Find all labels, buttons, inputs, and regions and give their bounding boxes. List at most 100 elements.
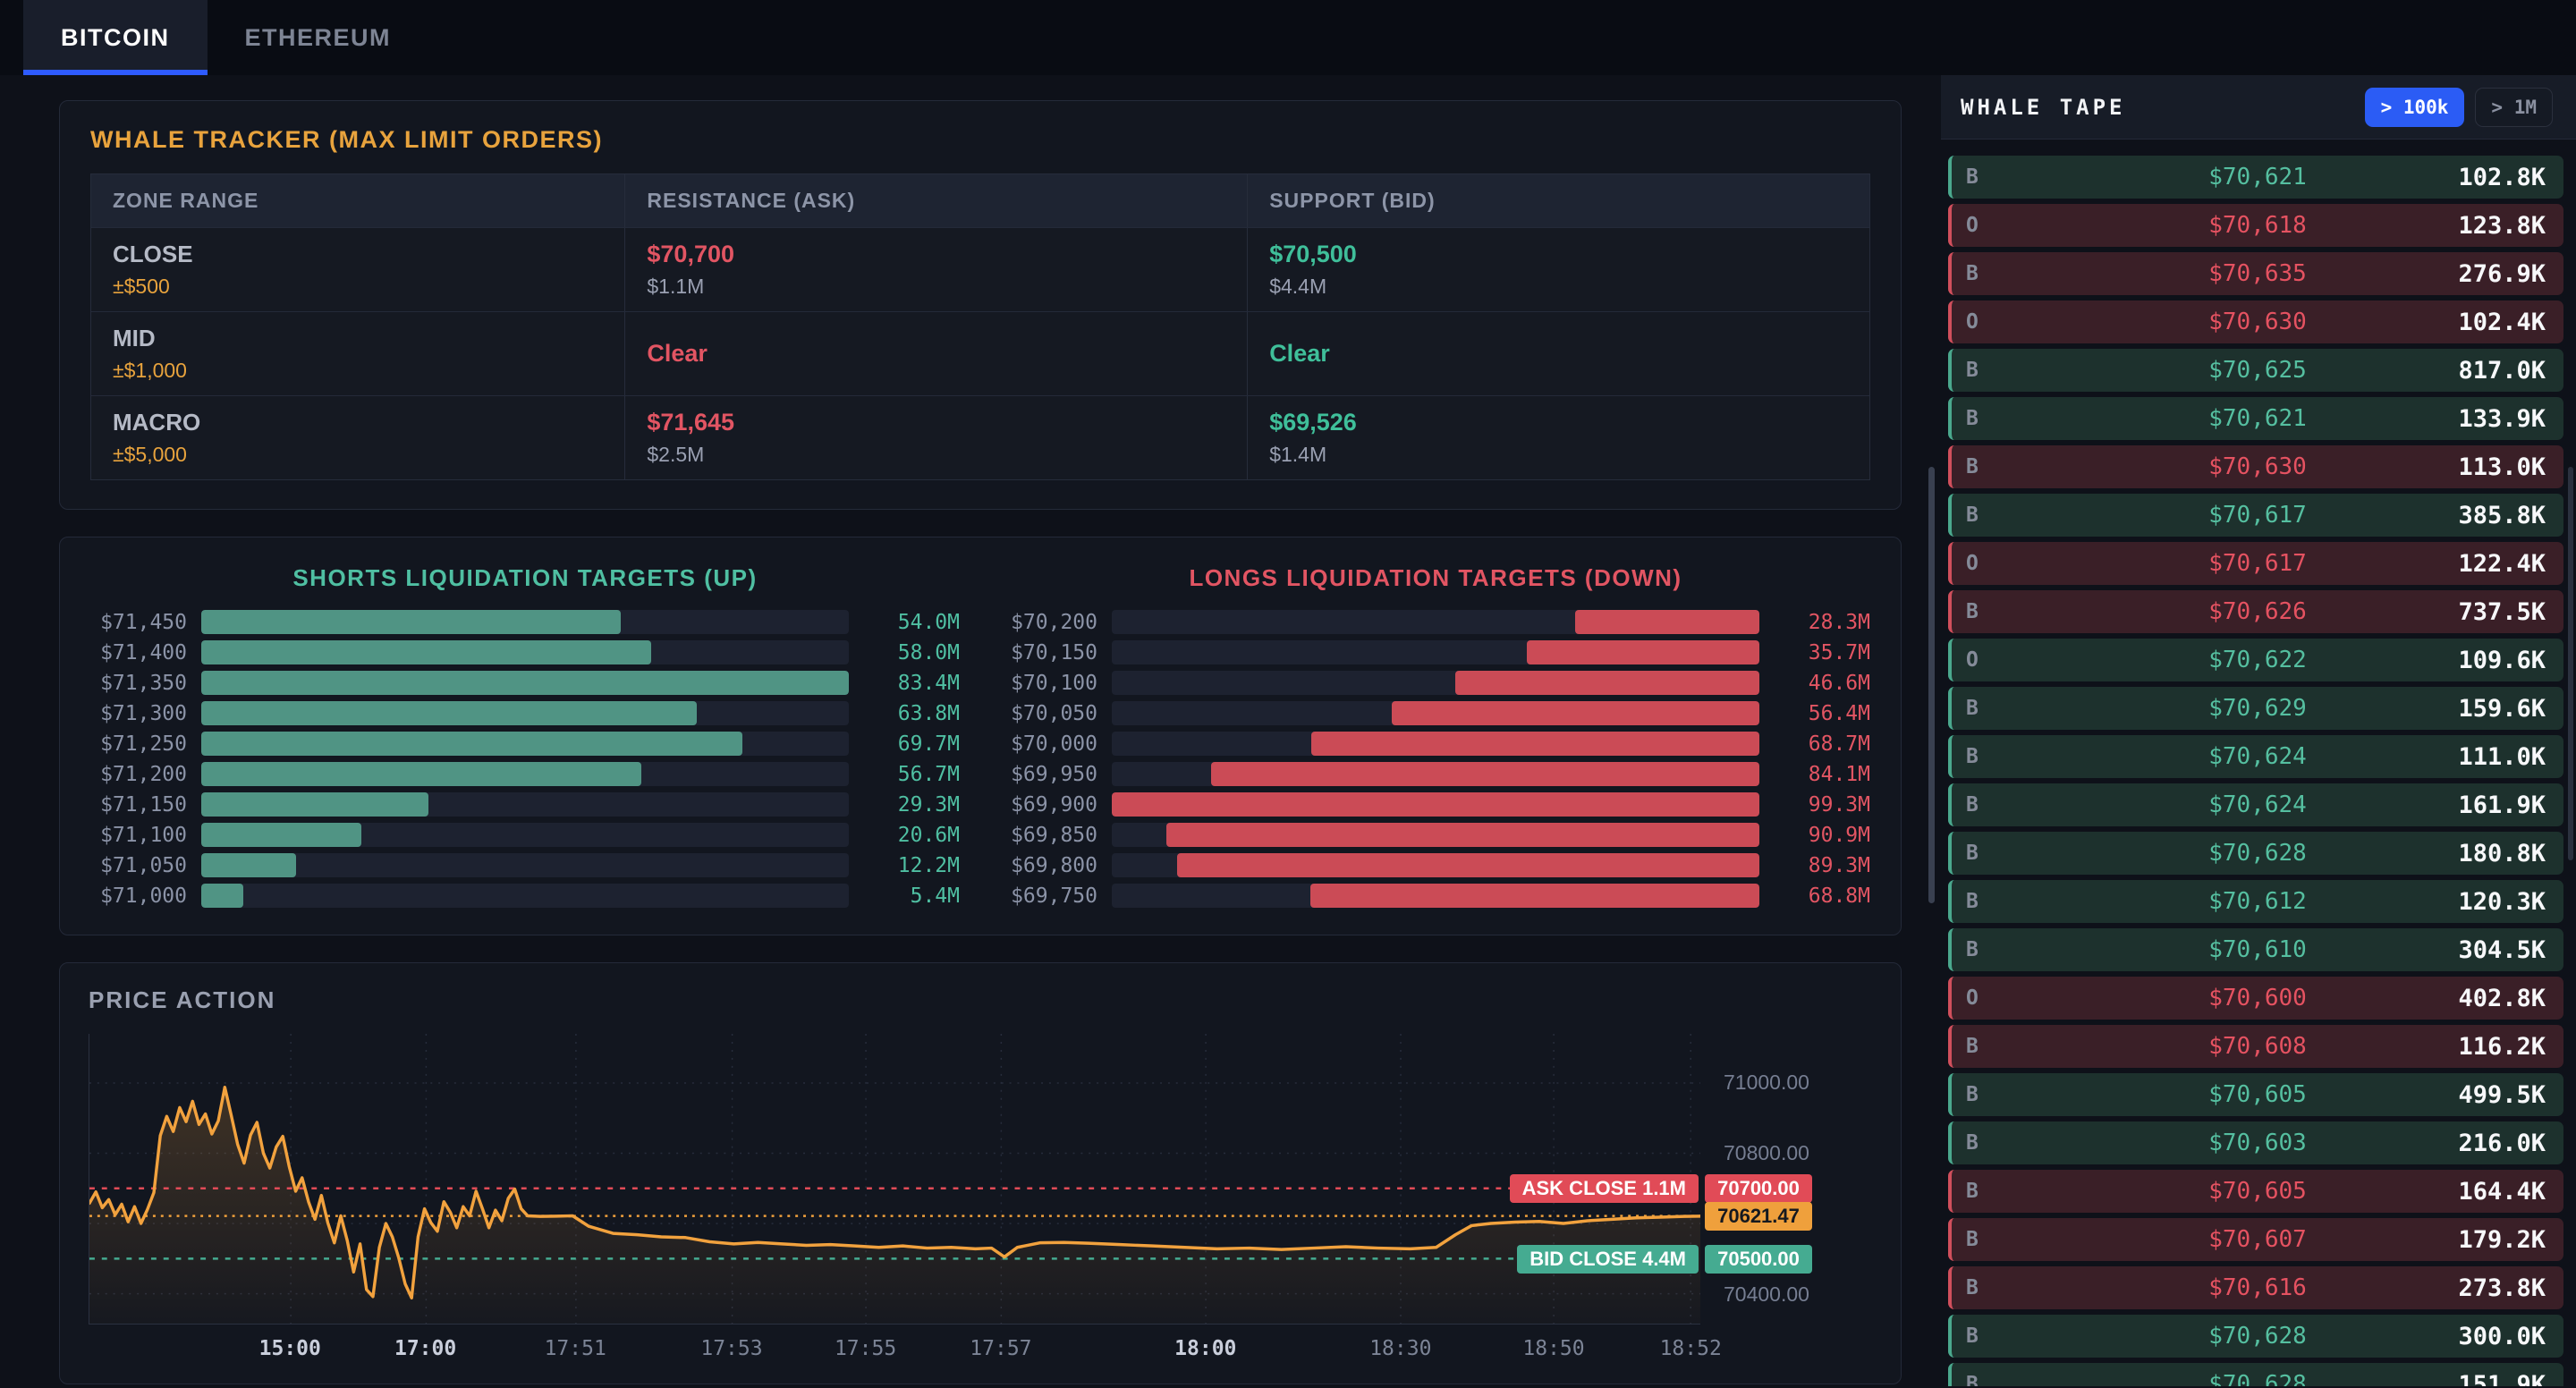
- liq-row: $70,000 68.7M: [1001, 732, 1870, 756]
- tape-side-label: B: [1966, 697, 1979, 720]
- liq-bar-fill: [201, 732, 743, 756]
- tape-side-label: O: [1966, 214, 1979, 237]
- tape-row: B $70,625 817.0K: [1948, 349, 2563, 392]
- tape-size: 161.9K: [2458, 791, 2546, 819]
- tape-row: B $70,626 737.5K: [1948, 590, 2563, 633]
- liq-row: $71,200 56.7M: [90, 762, 960, 786]
- tape-price: $70,603: [2208, 1130, 2307, 1156]
- bid-cell: Clear: [1247, 312, 1869, 395]
- liq-bar-fill: [201, 762, 642, 786]
- tape-size: 109.6K: [2458, 646, 2546, 674]
- tape-size: 216.0K: [2458, 1129, 2546, 1157]
- tape-side-label: B: [1966, 890, 1979, 913]
- x-axis-label: 15:00: [258, 1337, 321, 1360]
- tape-row: O $70,618 123.8K: [1948, 204, 2563, 247]
- liq-bar-track: [201, 884, 849, 908]
- zone-range: ±$1,000: [113, 359, 187, 382]
- liq-bar-fill: [1310, 884, 1759, 908]
- tape-size: 817.0K: [2458, 356, 2546, 385]
- liq-value-label: 68.7M: [1808, 732, 1870, 756]
- tape-side-label: B: [1966, 1083, 1979, 1106]
- tape-row: B $70,628 300.0K: [1948, 1315, 2563, 1358]
- liq-bar-fill: [1311, 732, 1759, 756]
- zone-name: MID: [113, 325, 156, 351]
- liq-bar-fill: [201, 884, 243, 908]
- tape-row: B $70,612 120.3K: [1948, 880, 2563, 923]
- ask-price-badge: 70700.00: [1705, 1174, 1812, 1204]
- liq-bar-fill: [201, 671, 849, 695]
- bid-cell: $69,526 $1.4M: [1247, 396, 1869, 479]
- liq-row: $69,850 90.9M: [1001, 823, 1870, 847]
- ask-close-label-badge: ASK CLOSE 1.1M: [1509, 1174, 1699, 1204]
- whale-tracker-table-header: ZONE RANGE RESISTANCE (ASK) SUPPORT (BID…: [91, 174, 1869, 227]
- tape-row: O $70,600 402.8K: [1948, 977, 2563, 1020]
- tape-side-label: B: [1966, 504, 1979, 527]
- liq-value-label: 69.7M: [897, 732, 960, 756]
- filter-100k-button[interactable]: > 100k: [2364, 87, 2465, 127]
- liq-price-label: $71,300: [100, 701, 187, 725]
- ask-cell: $70,700 $1.1M: [624, 228, 1247, 311]
- tape-price: $70,612: [2208, 888, 2307, 915]
- ask-cell-price: $71,645: [647, 409, 734, 436]
- zone-range: ±$5,000: [113, 443, 187, 466]
- tape-row: B $70,629 159.6K: [1948, 687, 2563, 730]
- tape-price: $70,607: [2208, 1226, 2307, 1253]
- tape-scrollbar-thumb[interactable]: [2568, 467, 2573, 860]
- price-x-axis: 15:00 17:00 17:51 17:53 17:55 17:57 18:00 18:30…: [89, 1325, 1722, 1367]
- liq-bar-fill: [1526, 640, 1759, 664]
- tape-row: B $70,608 116.2K: [1948, 1025, 2563, 1068]
- tape-side-label: B: [1966, 1180, 1979, 1203]
- liq-bar-track: [1112, 610, 1759, 634]
- main-scrollbar-thumb[interactable]: [1928, 467, 1935, 903]
- liq-bar-fill: [201, 823, 361, 847]
- liq-row: $69,800 89.3M: [1001, 853, 1870, 877]
- col-resistance-ask: RESISTANCE (ASK): [624, 174, 1247, 227]
- liq-bar-track: [201, 853, 849, 877]
- tape-side-label: B: [1966, 1131, 1979, 1155]
- liq-value-label: 54.0M: [897, 610, 960, 634]
- x-axis-label: 17:51: [544, 1337, 606, 1360]
- liq-bar-track: [201, 792, 849, 817]
- tape-size: 385.8K: [2458, 501, 2546, 529]
- tape-size: 151.9K: [2458, 1370, 2546, 1387]
- tape-side-label: O: [1966, 310, 1979, 334]
- tab-bitcoin[interactable]: BITCOIN: [23, 0, 208, 75]
- tape-size: 102.8K: [2458, 163, 2546, 191]
- tab-ethereum[interactable]: ETHEREUM: [244, 23, 392, 51]
- tape-price: $70,617: [2208, 502, 2307, 529]
- liq-value-label: 46.6M: [1808, 671, 1870, 695]
- liq-bar-track: [201, 732, 849, 756]
- tape-price: $70,628: [2208, 840, 2307, 867]
- longs-liquidation-title: LONGS LIQUIDATION TARGETS (DOWN): [1189, 564, 1682, 591]
- tape-price: $70,624: [2208, 791, 2307, 818]
- shorts-liquidation-chart: SHORTS LIQUIDATION TARGETS (UP) $71,450 5…: [90, 564, 960, 908]
- liq-bar-fill: [1391, 701, 1759, 725]
- price-action-panel: PRICE ACTION ASK CLOSE 1.1M BID CLOSE 4.4…: [59, 962, 1902, 1384]
- tape-price: $70,605: [2208, 1178, 2307, 1205]
- tape-size: 402.8K: [2458, 984, 2546, 1012]
- tape-row: B $70,605 164.4K: [1948, 1170, 2563, 1213]
- tape-price: $70,622: [2208, 647, 2307, 673]
- liq-price-label: $71,200: [100, 762, 187, 786]
- liq-row: $71,300 63.8M: [90, 701, 960, 725]
- liq-price-label: $69,900: [1011, 792, 1097, 817]
- liq-row: $70,200 28.3M: [1001, 610, 1870, 634]
- liq-row: $71,450 54.0M: [90, 610, 960, 634]
- liq-row: $69,900 99.3M: [1001, 792, 1870, 817]
- price-plot: ASK CLOSE 1.1M BID CLOSE 4.4M: [89, 1034, 1700, 1325]
- tape-row: B $70,635 276.9K: [1948, 252, 2563, 295]
- tape-price: $70,617: [2208, 550, 2307, 577]
- tape-row: B $70,621 133.9K: [1948, 397, 2563, 440]
- tape-side-label: B: [1966, 600, 1979, 623]
- tape-row: B $70,607 179.2K: [1948, 1218, 2563, 1261]
- tape-size: 133.9K: [2458, 404, 2546, 433]
- liq-bar-track: [1112, 823, 1759, 847]
- y-axis-label: 71000.00: [1724, 1071, 1809, 1095]
- tracker-row: MID ±$1,000 Clear Clear: [91, 311, 1869, 395]
- x-axis-label: 17:57: [970, 1337, 1032, 1360]
- whale-tracker-table: ZONE RANGE RESISTANCE (ASK) SUPPORT (BID…: [90, 174, 1870, 480]
- filter-1m-button[interactable]: > 1M: [2475, 87, 2553, 127]
- shorts-liquidation-title: SHORTS LIQUIDATION TARGETS (UP): [292, 564, 758, 591]
- tape-side-label: B: [1966, 262, 1979, 285]
- liq-bar-fill: [201, 610, 621, 634]
